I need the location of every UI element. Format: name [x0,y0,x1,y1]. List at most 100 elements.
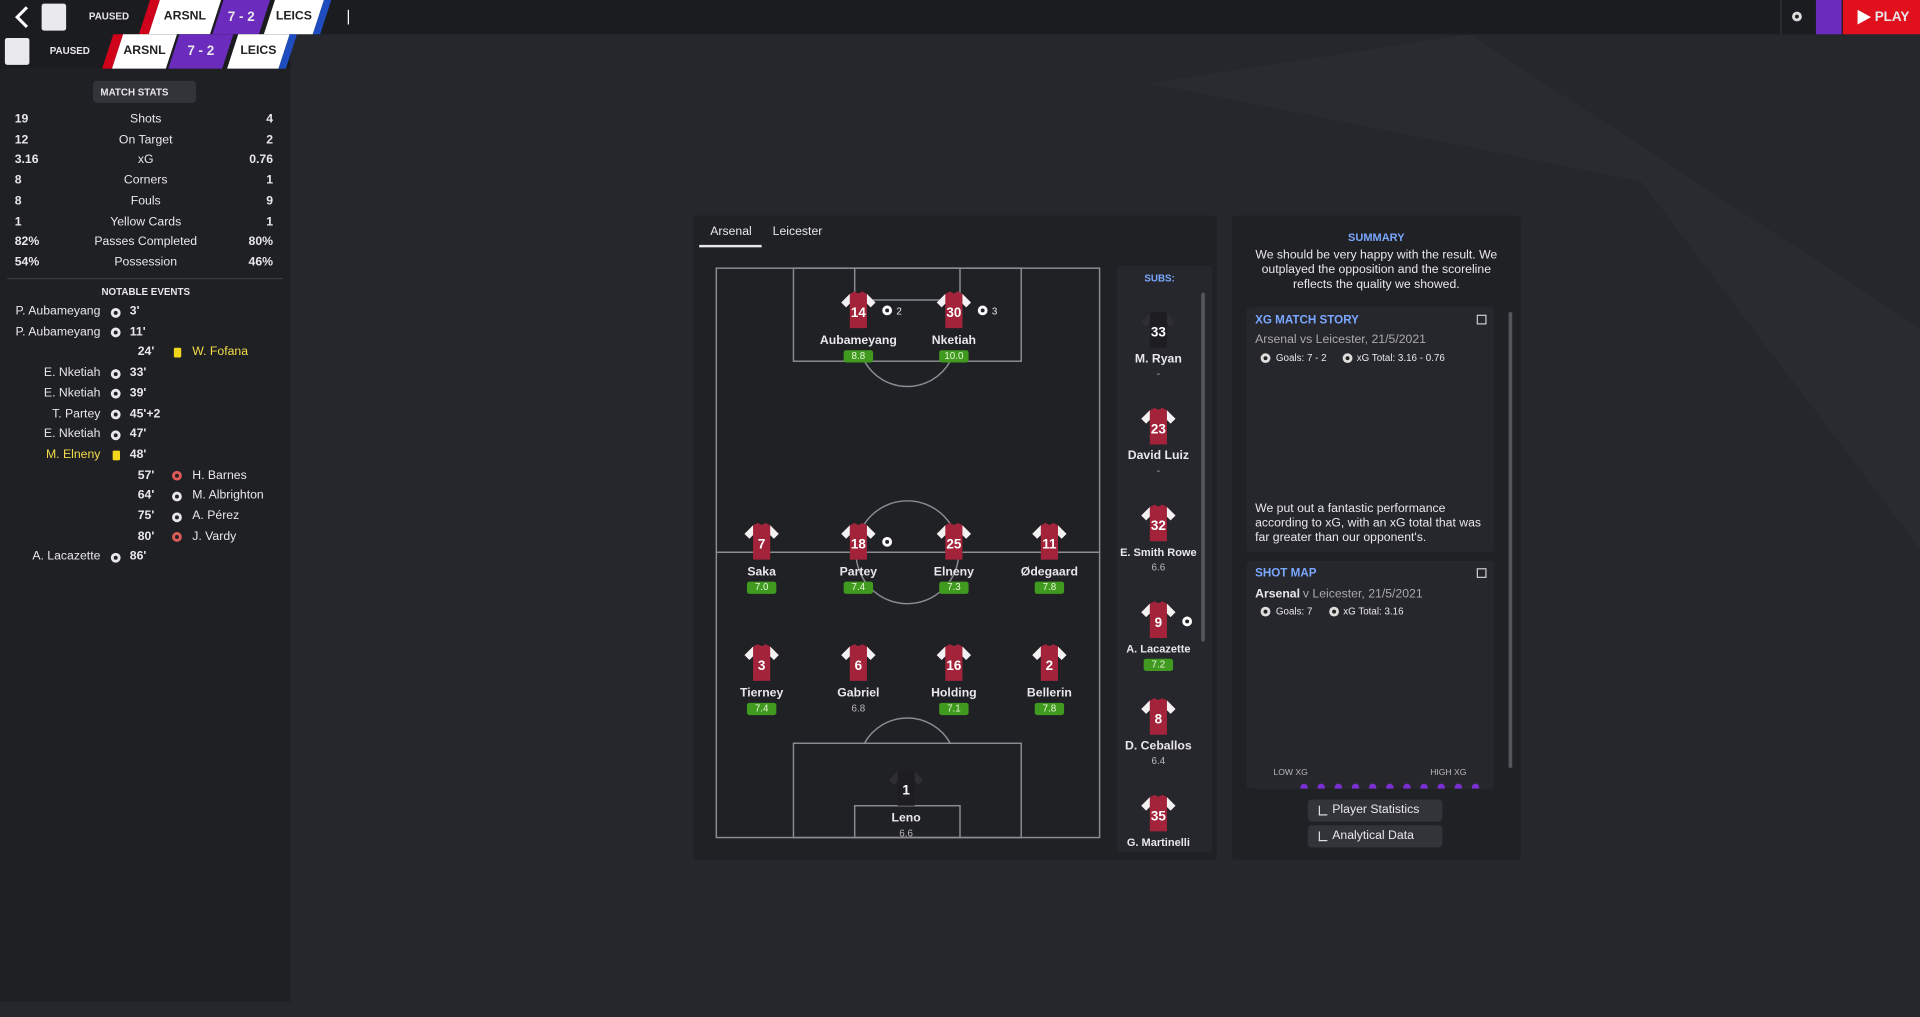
away-team-name[interactable]: LEICS [240,44,277,58]
player-name[interactable]: Bellerin [1026,686,1072,701]
event-player[interactable]: H. Barnes [192,468,247,482]
button-label[interactable]: Analytical Data [1332,828,1414,843]
event-player[interactable]: J. Vardy [192,529,237,544]
dropdown-button[interactable] [1815,0,1842,35]
shot-title[interactable]: SHOT MAP [1255,566,1317,581]
event-player[interactable]: M. Albrighton [192,488,264,503]
shirt[interactable]: 6 [839,643,878,682]
stat-away: 46% [248,255,274,270]
home-team-name[interactable]: ARSNL [163,9,206,24]
ball-icon [172,491,182,502]
player-name[interactable]: Ødegaard [1020,565,1078,580]
player-name[interactable]: Gabriel [837,686,880,701]
button-label[interactable]: Player Statistics [1332,803,1420,817]
home-team-name[interactable]: ARSNL [123,44,166,58]
shirt[interactable]: 33 [1139,310,1178,349]
play-icon[interactable] [1857,9,1872,25]
shirt[interactable]: 3 [742,643,781,682]
shirt[interactable]: 18 [839,522,878,561]
shirt[interactable]: 1 [887,768,926,807]
sub-name[interactable]: D. Ceballos [1125,739,1192,754]
shirt[interactable]: 25 [934,522,973,561]
shirt-sleeve [744,646,779,661]
shirt[interactable]: 7 [742,522,781,561]
event-minute: 24' [137,345,155,360]
player-name[interactable]: Saka [747,565,776,580]
sub-name[interactable]: A. Lacazette [1126,642,1191,656]
player-name[interactable]: Nketiah [931,334,976,348]
player-name[interactable]: Holding [931,686,977,701]
shirt[interactable]: 8 [1139,697,1178,736]
sub-name[interactable]: G. Martinelli [1126,836,1190,849]
event-player[interactable]: W. Fofana [192,345,249,360]
shirt-number: 14 [851,305,866,320]
shirt[interactable]: 23 [1139,407,1178,446]
player-name[interactable]: Partey [839,565,878,580]
shirt[interactable]: 35 [1139,793,1178,832]
event-player[interactable]: M. Elneny [45,448,101,462]
rating: 7.3 [939,581,969,594]
scrollbar[interactable] [1508,312,1513,768]
event-player[interactable]: E. Nketiah [43,366,101,380]
stat-home: 8 [14,173,22,188]
ball-patch [1345,356,1350,361]
stat-home: 3.16 [14,153,39,168]
player-name[interactable]: Elneny [933,565,974,580]
shirt[interactable]: 16 [934,643,973,682]
shirt[interactable]: 9 [1139,600,1178,639]
ball-patch [113,555,118,560]
scrollbar[interactable] [1201,292,1205,642]
back-icon[interactable] [0,0,37,34]
shirt[interactable]: 30 [934,290,973,329]
expand-icon[interactable] [1476,568,1487,578]
play-button[interactable] [1842,0,1920,35]
stat-away: 4 [266,112,274,127]
shirt[interactable]: 14 [839,290,878,329]
back-button[interactable] [0,0,37,34]
event-player[interactable]: A. Lacazette [32,550,101,564]
rating: 6.6 [1151,562,1166,574]
event-player[interactable]: P. Aubameyang [15,304,101,319]
player-name[interactable]: Aubameyang [819,334,897,348]
ball-patch [980,308,985,313]
sub-name[interactable]: David Luiz [1127,449,1189,463]
away-team-name[interactable]: LEICS [275,9,312,24]
shirt[interactable]: 32 [1139,503,1178,542]
event-player[interactable]: A. Pérez [192,509,240,523]
match-stats-title[interactable]: MATCH STATS [100,86,169,98]
xg-scale-dot [1403,783,1411,789]
shirt[interactable]: 2 [1030,643,1069,682]
action-button[interactable] [1307,799,1443,822]
rating: 8.8 [843,350,874,363]
score: 7 - 2 [187,44,215,59]
event-player[interactable]: P. Aubameyang [15,325,101,339]
xg-scale-dot [1454,783,1463,789]
event-player[interactable]: T. Partey [52,407,101,421]
shirt-sleeve [1141,410,1176,424]
player-name[interactable]: Leno [891,811,921,826]
event-minute: 48' [129,448,147,462]
bg-shape [1151,34,1920,549]
team-tab[interactable]: Arsenal [710,225,752,239]
shirt-number: 2 [1046,658,1053,673]
summary-text: We should be very happy with the result.… [1255,248,1498,292]
chevron[interactable] [14,6,29,29]
expand-icon[interactable] [1476,314,1487,325]
play-label[interactable]: PLAY [1874,9,1910,25]
match-stats-button[interactable] [93,80,196,103]
sub-name[interactable]: M. Ryan [1134,352,1182,367]
xg-title[interactable]: XG MATCH STORY [1255,313,1359,327]
action-button[interactable] [1307,825,1443,848]
ball-icon [1329,606,1339,617]
button-icon[interactable] [1318,831,1328,842]
event-player[interactable]: E. Nketiah [43,386,101,401]
xg-scale-dot [1368,783,1377,789]
team-tab[interactable]: Leicester [772,225,823,239]
button-icon[interactable] [1318,805,1328,816]
player-name[interactable]: Tierney [739,686,784,701]
ball-patch [113,330,118,335]
sub-name[interactable]: E. Smith Rowe [1120,546,1197,559]
event-player[interactable]: E. Nketiah [43,427,101,442]
ball-icon [110,368,121,379]
shirt[interactable]: 11 [1030,522,1069,561]
